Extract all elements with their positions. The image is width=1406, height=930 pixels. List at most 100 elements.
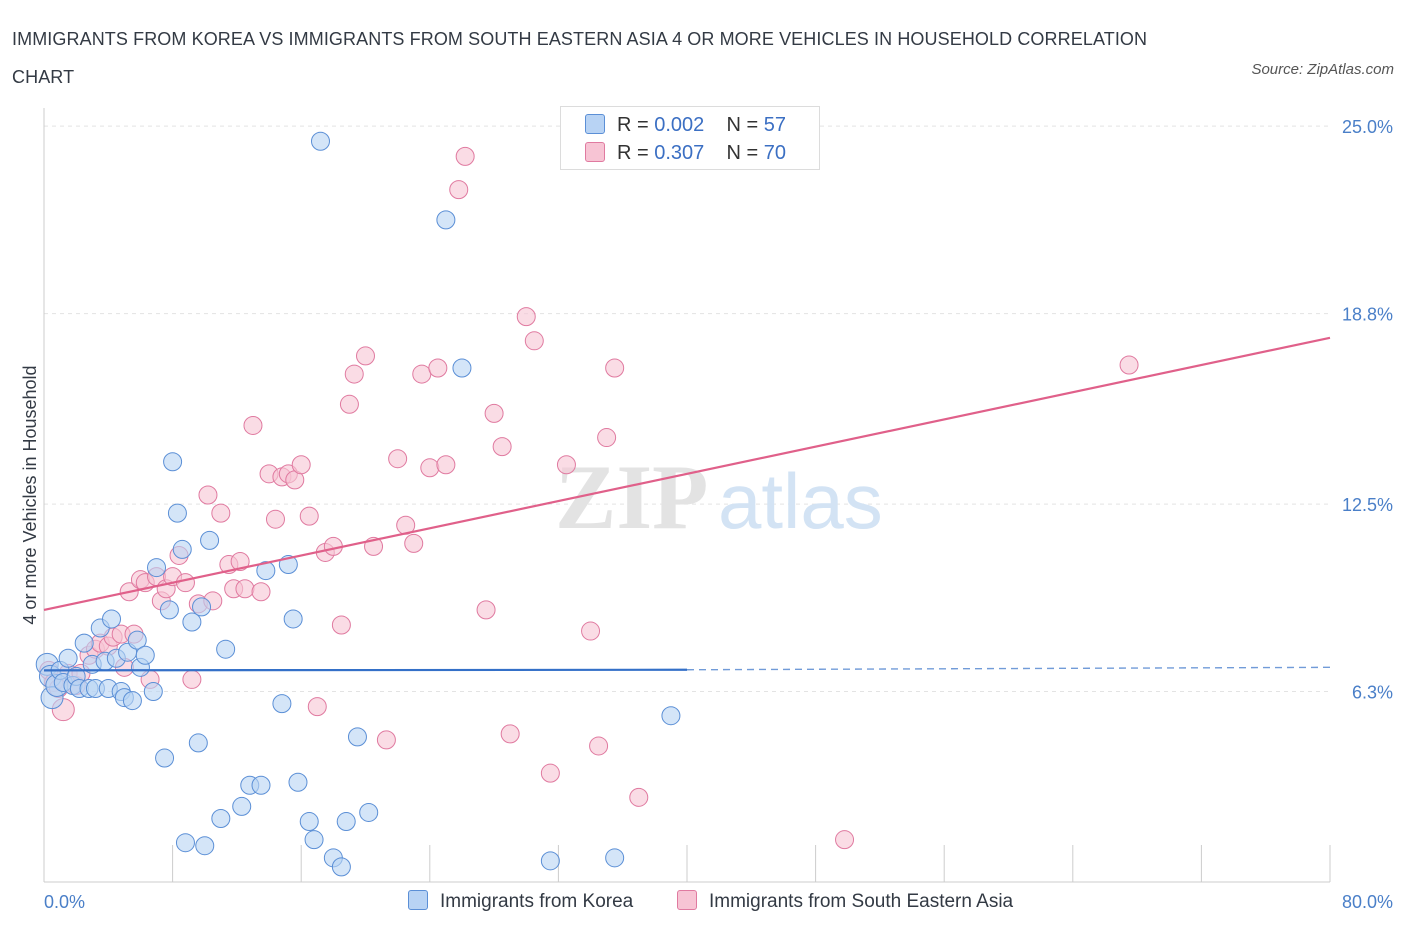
point-korea (175, 833, 195, 853)
x-tick-label: 80.0% (1342, 892, 1393, 912)
point-korea (163, 452, 183, 472)
bottom-legend-label-sea: Immigrants from South Eastern Asia (709, 891, 1014, 912)
point-south-eastern-asia (524, 331, 544, 351)
point-korea (74, 633, 94, 653)
point-korea (256, 561, 276, 581)
point-south-eastern-asia (597, 428, 617, 448)
point-korea (299, 812, 319, 832)
point-south-eastern-asia (182, 669, 202, 689)
legend-r-label: R = (617, 142, 649, 164)
point-korea (283, 609, 303, 629)
point-south-eastern-asia (243, 415, 263, 435)
point-korea (192, 597, 212, 617)
point-korea (452, 358, 472, 378)
tick-labels: 6.3% 12.5% 18.8% 25.0% 0.0% 80.0% (44, 117, 1393, 912)
point-korea (310, 131, 330, 151)
point-south-eastern-asia (198, 485, 218, 505)
point-korea (167, 503, 187, 523)
chart-title: IMMIGRANTS FROM KOREA VS IMMIGRANTS FROM… (12, 29, 1148, 87)
bottom-legend-swatch-korea (408, 890, 428, 910)
bottom-legend-korea: Immigrants from Korea (408, 890, 633, 913)
y-tick-label: 12.5% (1342, 495, 1393, 515)
point-korea (58, 648, 78, 668)
legend-n-label: N = (726, 114, 759, 136)
legend-row-sea: R = 0.307 N = 70 (585, 141, 786, 165)
point-south-eastern-asia (404, 533, 424, 553)
point-south-eastern-asia (251, 582, 271, 602)
point-korea (436, 210, 456, 230)
point-korea (304, 830, 324, 850)
point-korea (661, 706, 681, 726)
point-korea (232, 796, 252, 816)
point-south-eastern-asia (492, 437, 512, 457)
correlation-legend: R = 0.002 N = 57 R = 0.307 N = 70 (560, 106, 820, 170)
point-south-eastern-asia (436, 455, 456, 475)
point-south-eastern-asia (589, 736, 609, 756)
point-korea (143, 682, 163, 702)
watermark: ZIP atlas (555, 446, 883, 548)
legend-sea-r: 0.307 (654, 142, 705, 164)
legend-row-korea: R = 0.002 N = 57 (585, 113, 786, 137)
point-south-eastern-asia (344, 364, 364, 384)
point-south-eastern-asia (175, 573, 195, 593)
point-south-eastern-asia (339, 394, 359, 414)
y-axis-label: 4 or more Vehicles in Household (20, 365, 40, 624)
point-korea (172, 539, 192, 559)
legend-korea-n: 57 (763, 114, 787, 136)
point-south-eastern-asia (476, 600, 496, 620)
bottom-legend-label-korea: Immigrants from Korea (440, 891, 634, 912)
point-korea (188, 733, 208, 753)
point-korea (540, 851, 560, 871)
point-south-eastern-asia (449, 180, 469, 200)
point-korea (122, 691, 142, 711)
point-korea (182, 612, 202, 632)
point-south-eastern-asia (500, 724, 520, 744)
point-south-eastern-asia (428, 358, 448, 378)
point-south-eastern-asia (235, 579, 255, 599)
point-south-eastern-asia (307, 697, 327, 717)
point-korea (127, 630, 147, 650)
point-korea (347, 727, 367, 747)
point-korea (211, 809, 231, 829)
point-south-eastern-asia (230, 552, 250, 572)
point-korea (251, 775, 271, 795)
trend-line-korea (43, 668, 688, 672)
source-label: Source: ZipAtlas.com (1251, 61, 1394, 78)
point-south-eastern-asia (299, 506, 319, 526)
point-korea (605, 848, 625, 868)
point-korea (359, 802, 379, 822)
watermark-atlas: atlas (718, 457, 883, 545)
point-korea (331, 857, 351, 877)
axes (43, 108, 1331, 883)
point-korea (155, 748, 175, 768)
point-korea (336, 812, 356, 832)
legend-korea-r: 0.002 (654, 114, 705, 136)
legend-n-label: N = (726, 142, 759, 164)
trend-line-korea-extension (686, 666, 1331, 671)
bottom-legend-sea: Immigrants from South Eastern Asia (677, 890, 1013, 913)
point-korea (288, 772, 308, 792)
bottom-legend-swatch-sea (677, 890, 697, 910)
point-south-eastern-asia (331, 615, 351, 635)
point-south-eastern-asia (540, 763, 560, 783)
legend-r-label: R = (617, 114, 649, 136)
point-south-eastern-asia (376, 730, 396, 750)
legend-swatch-korea (585, 114, 605, 134)
point-south-eastern-asia (516, 307, 536, 327)
point-south-eastern-asia (211, 503, 231, 523)
legend-sea-n: 70 (763, 142, 787, 164)
trend-line-south-eastern-asia (43, 336, 1331, 611)
point-korea (200, 530, 220, 550)
series-korea (35, 131, 681, 877)
trend-lines (43, 336, 1331, 672)
point-south-eastern-asia (556, 455, 576, 475)
point-korea (216, 639, 236, 659)
point-south-eastern-asia (835, 830, 855, 850)
point-korea (272, 694, 292, 714)
point-south-eastern-asia (291, 455, 311, 475)
y-tick-label: 18.8% (1342, 305, 1393, 325)
grid-lines (44, 125, 1330, 693)
point-south-eastern-asia (1119, 355, 1139, 375)
point-south-eastern-asia (581, 621, 601, 641)
